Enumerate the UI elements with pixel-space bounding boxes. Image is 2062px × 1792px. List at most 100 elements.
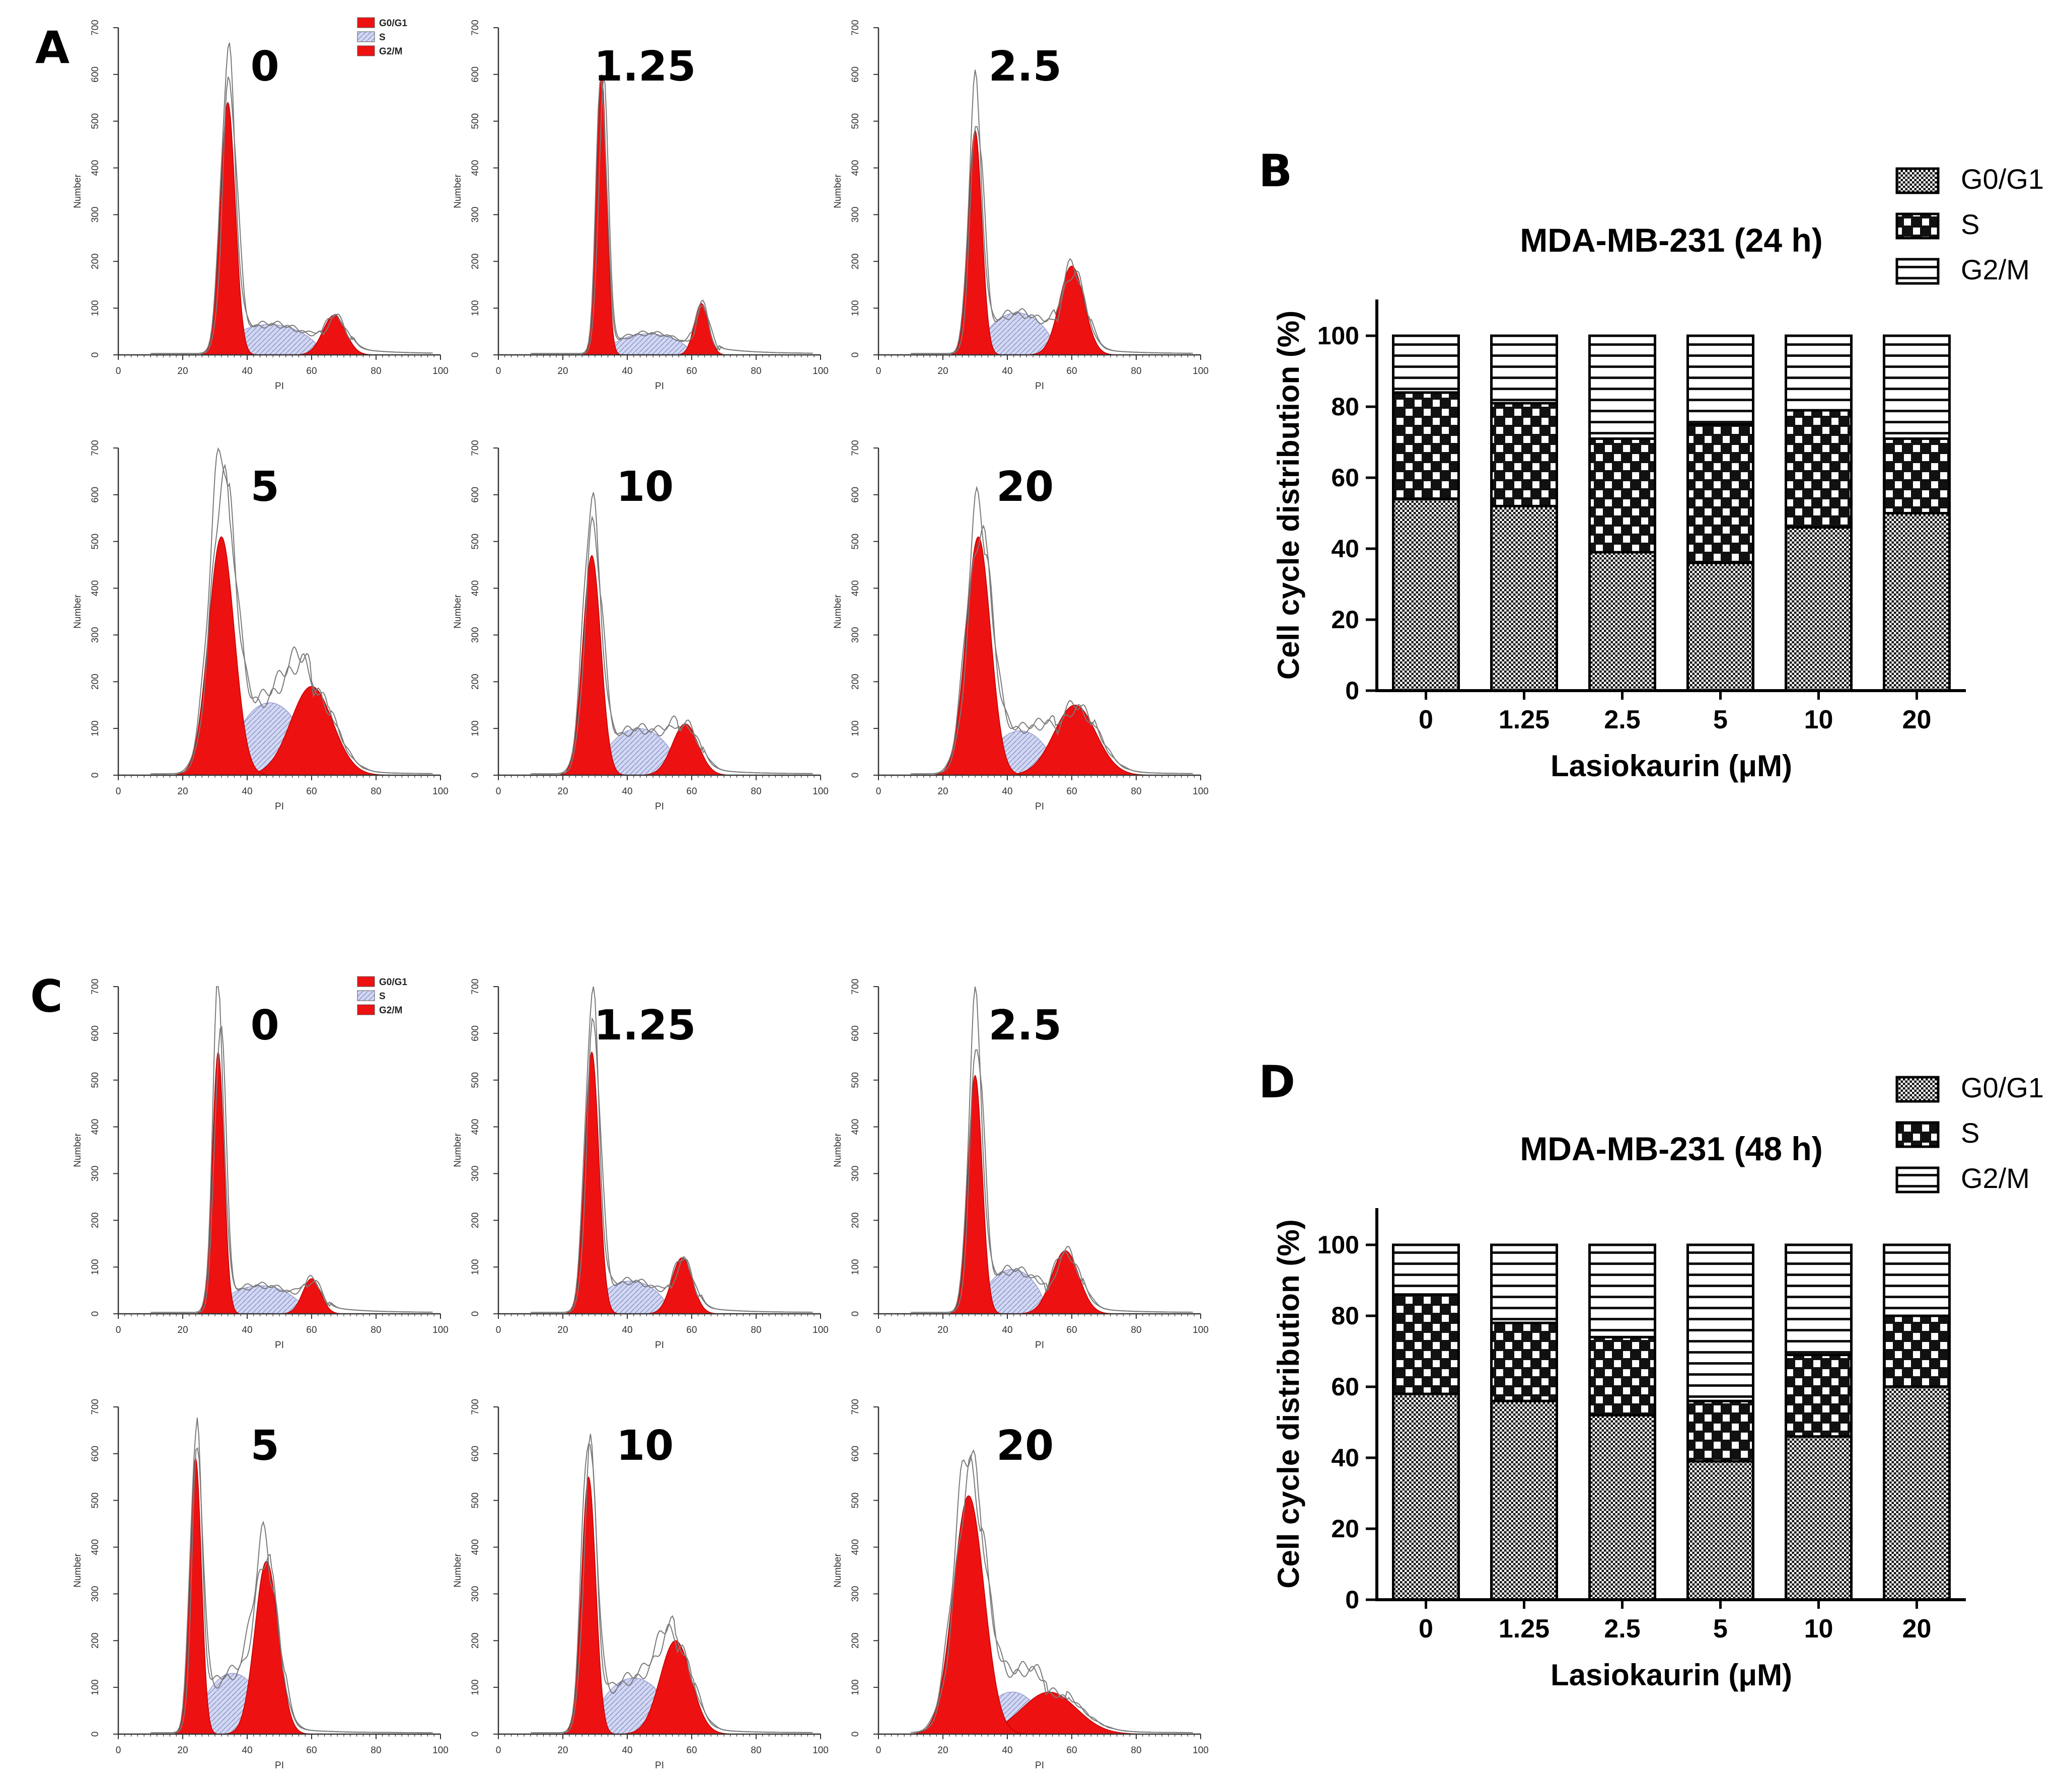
histogram-panel: 0 20 40 60 80 100 0 100 200 300 400 500 600 700 PI Numb…	[833, 979, 1209, 1351]
legend-label: G0/G1	[1961, 163, 2044, 195]
x-tick-label: 0	[496, 786, 501, 797]
panel-letter-b: B	[1259, 145, 1292, 197]
bar-g0g1-segment	[1686, 561, 1754, 692]
x-tick-label: 20	[937, 366, 948, 377]
x-tick-label: 100	[813, 786, 829, 797]
s-phase-area	[978, 1269, 1047, 1314]
bar-g2m-segment	[1686, 334, 1754, 426]
bar-g2m-segment	[1588, 1243, 1656, 1338]
y-tick-label: 500	[90, 1072, 101, 1088]
x-axis-label: Lasiokaurin (μM)	[1551, 749, 1792, 783]
concentration-title: 5	[251, 1422, 279, 1470]
legend-label: G2/M	[1961, 254, 2030, 285]
g2m-peak	[991, 704, 1159, 776]
x-tick-label: 60	[306, 366, 317, 377]
bar-g0g1-segment	[1686, 1460, 1754, 1601]
bar-g0g1-segment	[1490, 504, 1558, 692]
x-tick-label: 20	[177, 1745, 188, 1756]
x-tick-label: 80	[1131, 1745, 1141, 1756]
x-tick-label: 80	[371, 1745, 381, 1756]
bar-g2m-segment	[1490, 1243, 1558, 1324]
y-tick-label: 300	[470, 207, 481, 223]
x-tick-label: 100	[813, 366, 829, 377]
x-tick-label: 80	[1131, 366, 1141, 377]
x-tick-label: 0	[496, 1745, 501, 1756]
x-tick-label: 60	[306, 1325, 317, 1335]
x-tick-label: 10	[1804, 1614, 1833, 1644]
y-tick-label: 700	[470, 1399, 481, 1415]
y-tick-label: 400	[470, 580, 481, 596]
bar-s-segment	[1588, 1335, 1656, 1416]
y-tick-label: 400	[850, 1539, 861, 1555]
legend-swatch	[357, 990, 375, 1001]
y-tick-label: 100	[90, 1259, 101, 1275]
bar-g2m-segment	[1490, 334, 1558, 405]
y-tick-label: 600	[850, 1025, 861, 1041]
concentration-title: 0	[251, 1002, 279, 1050]
x-tick-label: 1.25	[1499, 705, 1550, 734]
y-tick-label: 700	[90, 979, 101, 995]
raw-data-trace	[912, 126, 1193, 354]
y-axis-label: Number	[72, 174, 83, 208]
legend-swatch	[357, 1004, 375, 1015]
y-tick-label: 100	[470, 1259, 481, 1275]
y-tick-label: 100	[470, 1679, 481, 1695]
x-tick-label: 80	[371, 366, 381, 377]
y-tick-label: 200	[850, 674, 861, 690]
y-tick-label: 600	[470, 66, 481, 83]
y-tick-label: 100	[1317, 1231, 1359, 1259]
y-tick-label: 400	[470, 1119, 481, 1135]
y-axis-label: Number	[833, 174, 843, 208]
y-tick-label: 100	[850, 1679, 861, 1695]
histogram-panel: 0 20 40 60 80 100 0 100 200 300 400 500 600 700 PI Numb…	[453, 979, 829, 1351]
y-tick-label: 500	[470, 113, 481, 129]
x-tick-label: 0	[116, 1745, 121, 1756]
x-tick-label: 60	[1066, 1325, 1077, 1335]
panel-letter-d: D	[1259, 1056, 1295, 1108]
bar-g0g1-segment	[1392, 1392, 1460, 1601]
x-tick-label: 60	[686, 366, 697, 377]
x-tick-label: 40	[1002, 1745, 1012, 1756]
bar-g2m-segment	[1686, 1243, 1754, 1402]
raw-data-trace	[531, 492, 811, 775]
x-tick-label: 40	[622, 1325, 632, 1335]
x-axis-label: PI	[655, 381, 664, 392]
x-tick-label: 20	[937, 1325, 948, 1335]
legend-label: G0/G1	[1961, 1072, 2044, 1103]
x-tick-label: 80	[751, 786, 761, 797]
legend-swatch	[357, 45, 375, 56]
x-tick-label: 0	[1419, 705, 1433, 734]
y-tick-label: 500	[90, 1492, 101, 1509]
g2m-peak	[673, 303, 730, 355]
raw-data-trace	[912, 1454, 1193, 1733]
g0g1-peak	[194, 1051, 242, 1314]
bar-s-segment	[1785, 1354, 1853, 1438]
y-tick-label: 700	[850, 1399, 861, 1415]
raw-data-trace	[151, 986, 431, 1313]
raw-data-trace	[532, 1017, 813, 1313]
x-tick-label: 20	[177, 366, 188, 377]
histogram-legend: G0/G1 S G2/M	[357, 976, 407, 1016]
y-tick-label: 100	[90, 1679, 101, 1695]
raw-data-trace	[532, 1434, 813, 1734]
raw-data-trace	[152, 463, 433, 775]
legend-swatch	[1895, 258, 1940, 285]
y-tick-label: 20	[1331, 606, 1359, 634]
g2m-peak	[275, 1278, 348, 1314]
x-tick-label: 0	[116, 366, 121, 377]
y-tick-label: 100	[850, 720, 861, 736]
bar-g0g1-segment	[1588, 1413, 1656, 1601]
y-tick-label: 400	[90, 1119, 101, 1135]
y-axis-label: Number	[453, 1553, 463, 1588]
x-tick-label: 80	[1131, 1325, 1141, 1335]
y-axis-label: Cell cycle distribution (%)	[1272, 311, 1305, 680]
bar-g0g1-segment	[1588, 551, 1656, 692]
g0g1-peak	[197, 102, 258, 355]
legend-label: G2/M	[379, 1005, 402, 1016]
x-tick-label: 60	[1066, 1745, 1077, 1756]
raw-data-trace	[152, 1025, 433, 1313]
y-tick-label: 0	[470, 1732, 481, 1737]
x-tick-label: 60	[306, 1745, 317, 1756]
